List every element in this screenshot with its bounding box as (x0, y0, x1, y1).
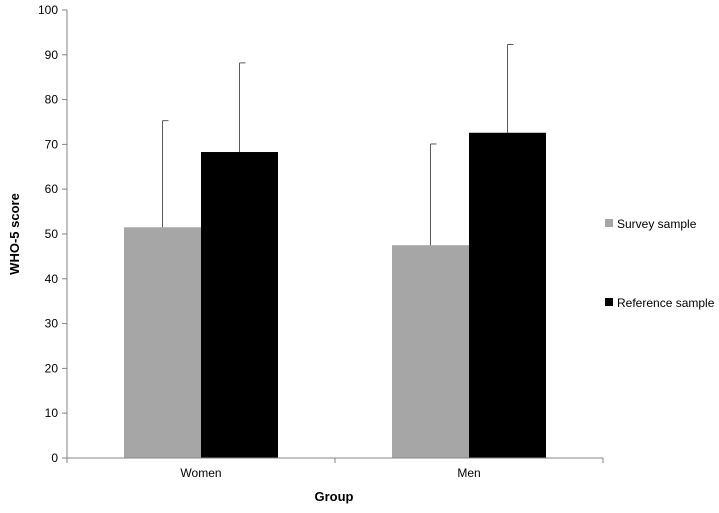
bars (124, 132, 546, 459)
y-axis-ticks: 0 10 20 30 40 50 60 70 80 90 100 (38, 3, 67, 465)
y-tick-label: 100 (38, 3, 58, 17)
y-tick-label: 30 (45, 317, 59, 331)
legend-swatch (605, 298, 613, 306)
x-axis-title: Group (315, 489, 354, 504)
y-tick-label: 10 (45, 406, 59, 420)
y-tick-label: 50 (45, 227, 59, 241)
x-category-label: Men (457, 466, 480, 480)
y-tick-label: 0 (51, 451, 58, 465)
y-tick-label: 80 (45, 93, 59, 107)
y-tick-label: 60 (45, 182, 59, 196)
axes (66, 10, 604, 463)
legend-label: Reference sample (617, 296, 715, 310)
bar (201, 152, 278, 459)
y-tick-label: 20 (45, 361, 59, 375)
legend-label: Survey sample (617, 217, 697, 231)
y-tick-label: 70 (45, 137, 59, 151)
error-bars (162, 43, 514, 246)
bar (469, 132, 546, 458)
y-tick-label: 40 (45, 272, 59, 286)
y-tick-label: 90 (45, 48, 59, 62)
x-category-label: Women (180, 466, 221, 480)
x-axis-labels: Women Men (180, 466, 480, 480)
y-axis-title: WHO-5 score (7, 193, 22, 275)
bar (392, 245, 469, 458)
legend-swatch (605, 219, 613, 227)
legend: Survey sample Reference sample (605, 217, 715, 310)
bar (124, 227, 201, 458)
